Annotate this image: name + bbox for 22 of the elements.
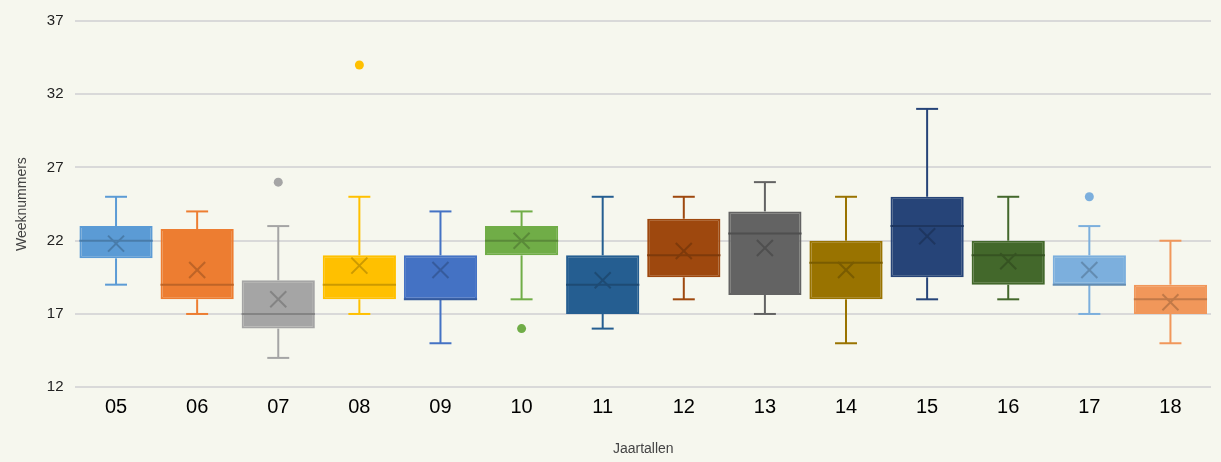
x-tick-label: 06: [186, 394, 209, 417]
y-tick-label: 27: [46, 157, 64, 175]
x-tick-label: 18: [1159, 394, 1182, 417]
y-tick-label: 17: [46, 304, 64, 322]
x-axis-title: Jaartallen: [612, 440, 674, 457]
x-tick-label: 10: [510, 394, 533, 417]
y-tick-label: 12: [46, 377, 64, 395]
y-axis-title: Weeknummers: [13, 157, 30, 252]
x-tick-label: 16: [997, 394, 1020, 417]
x-tick-label: 07: [267, 394, 290, 417]
x-tick-label: 11: [592, 394, 614, 417]
x-tick-label: 15: [916, 394, 939, 417]
x-tick-label: 12: [672, 394, 695, 417]
x-tick-label: 09: [429, 394, 452, 417]
x-tick-label: 17: [1078, 394, 1101, 417]
y-tick-label: 22: [46, 230, 64, 248]
x-tick-label: 13: [753, 394, 777, 417]
y-tick-label: 32: [46, 84, 64, 102]
x-tick-label: 08: [348, 394, 371, 417]
x-tick-label: 14: [834, 394, 858, 417]
x-tick-label: 05: [104, 394, 128, 417]
y-tick-label: 37: [46, 11, 64, 29]
